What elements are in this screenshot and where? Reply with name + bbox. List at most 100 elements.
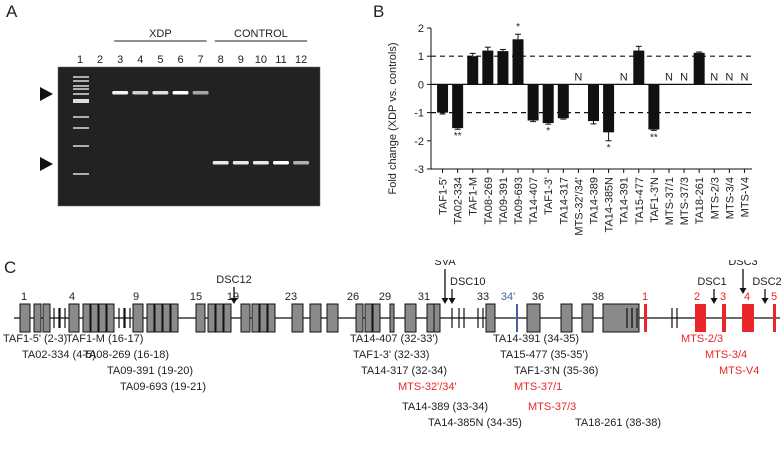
amplicon-label: TA14-407 (32-33') [350, 333, 438, 345]
marker-label: DSC1 [697, 276, 726, 288]
upper-band-arrow-icon [40, 87, 53, 101]
amplicon-label: TA18-261 (38-38) [575, 417, 661, 429]
bar [557, 84, 569, 119]
mts-exon-number: 4 [744, 291, 750, 303]
not-detected-marker: N [574, 71, 582, 83]
significance-marker: ** [650, 132, 658, 143]
x-tick-label: MTS-3/4 [724, 177, 736, 219]
marker-label: DSC12 [216, 274, 251, 286]
amplicon-label: TA14-317 (32-34) [361, 365, 447, 377]
significance-marker: ** [454, 131, 462, 142]
exon [240, 303, 251, 333]
x-tick-label: TAF1-3'N [649, 177, 661, 223]
mts-exon-number: 1 [642, 291, 648, 303]
bar [482, 50, 494, 85]
x-tick-label: MTS-2/3 [709, 177, 721, 219]
exon [581, 303, 594, 333]
exon-number: 36 [532, 291, 544, 303]
ladder-band [73, 145, 89, 147]
exon [372, 303, 381, 333]
exon [162, 303, 171, 333]
mts-exon-number: 2 [694, 291, 700, 303]
lane-number: 2 [97, 54, 103, 66]
amplicon-label: TAF1-3' (32-33) [353, 349, 429, 361]
bar [633, 50, 645, 85]
y-tick-label: -1 [414, 108, 424, 120]
not-detected-marker: N [725, 71, 733, 83]
amplicon-label: TA14-389 (33-34) [402, 401, 488, 413]
gel-band-lower [252, 161, 269, 165]
lane-number: 3 [117, 54, 123, 66]
exon [90, 303, 99, 333]
exon [154, 303, 163, 333]
gel-band-upper [172, 91, 189, 95]
arrow-down-icon [761, 298, 769, 304]
y-tick-label: -3 [414, 164, 424, 176]
exon [364, 303, 373, 333]
exon [223, 303, 232, 333]
x-tick-label: TA14-407 [528, 177, 540, 225]
exon [426, 303, 435, 333]
ladder-band [73, 88, 89, 90]
ladder-band [73, 76, 89, 78]
lane-number: 5 [157, 54, 163, 66]
lower-band-arrow-icon [40, 157, 53, 171]
x-tick-label: TAF1-3' [543, 177, 555, 215]
x-tick-label: MTS-32'/34' [573, 177, 585, 236]
exon [309, 303, 322, 333]
exon [259, 303, 268, 333]
gel-background [57, 66, 321, 207]
mts-amplicon-label: MTS-32'/34' [398, 381, 457, 393]
significance-marker: * [546, 126, 550, 137]
bar [648, 84, 660, 130]
group-label: CONTROL [234, 28, 288, 40]
x-tick-label: TA14-389 [589, 177, 601, 225]
gel-band-lower [212, 161, 229, 165]
exon [404, 303, 417, 333]
amplicon-label: TA15-477 (35-35') [500, 349, 588, 361]
arrow-down-icon [230, 298, 238, 304]
gel-band-lower [232, 161, 249, 165]
bar [542, 84, 554, 124]
significance-marker: * [516, 22, 520, 33]
x-tick-label: TA09-391 [498, 177, 510, 225]
mts-exon [773, 304, 776, 332]
amplicon-label: TA02-334 (4-5) [22, 349, 96, 361]
mts-amplicon-label: MTS-37/3 [528, 401, 576, 413]
arrow-down-icon [739, 288, 747, 294]
exon [433, 303, 441, 333]
bar [452, 84, 464, 129]
bar [437, 84, 449, 113]
x-tick-label: TA14-391 [619, 177, 631, 225]
exon [485, 303, 496, 333]
mts-amplicon-label: MTS-V4 [719, 365, 759, 377]
y-tick-label: 1 [418, 51, 424, 63]
exon [106, 303, 115, 333]
lane-number: 8 [218, 54, 224, 66]
arrow-down-icon [441, 298, 449, 304]
bar-chart: -3 -2 -1 0 1 2 Fold change (XDP vs. controls) T… [387, 22, 752, 236]
exon-number: 33 [477, 291, 489, 303]
exon [267, 303, 276, 333]
x-tick-label: TA18-261 [694, 177, 706, 225]
exon [389, 303, 395, 333]
gel-band-lower [293, 161, 310, 165]
exon-number: 15 [190, 291, 202, 303]
ladder-band [73, 127, 89, 129]
bar [527, 84, 539, 121]
exon-number: 1 [21, 291, 27, 303]
ladder-band [73, 93, 89, 95]
exon-number: 31 [418, 291, 430, 303]
mts-exon-number: 5 [771, 291, 777, 303]
amplicon-label: TAF1-5' (2-3) [3, 333, 67, 345]
x-tick-label: MTS-V4 [739, 177, 751, 217]
not-detected-marker: N [740, 71, 748, 83]
x-tick-label: TAF1-M [468, 177, 480, 216]
arrow-down-icon [448, 298, 456, 304]
amplicon-label: TA14-391 (34-35) [493, 333, 579, 345]
amplicon-label: TA09-693 (19-21) [120, 381, 206, 393]
exon [355, 303, 364, 333]
significance-marker: * [607, 143, 611, 154]
exon [215, 303, 224, 333]
lane-number: 10 [255, 54, 267, 66]
